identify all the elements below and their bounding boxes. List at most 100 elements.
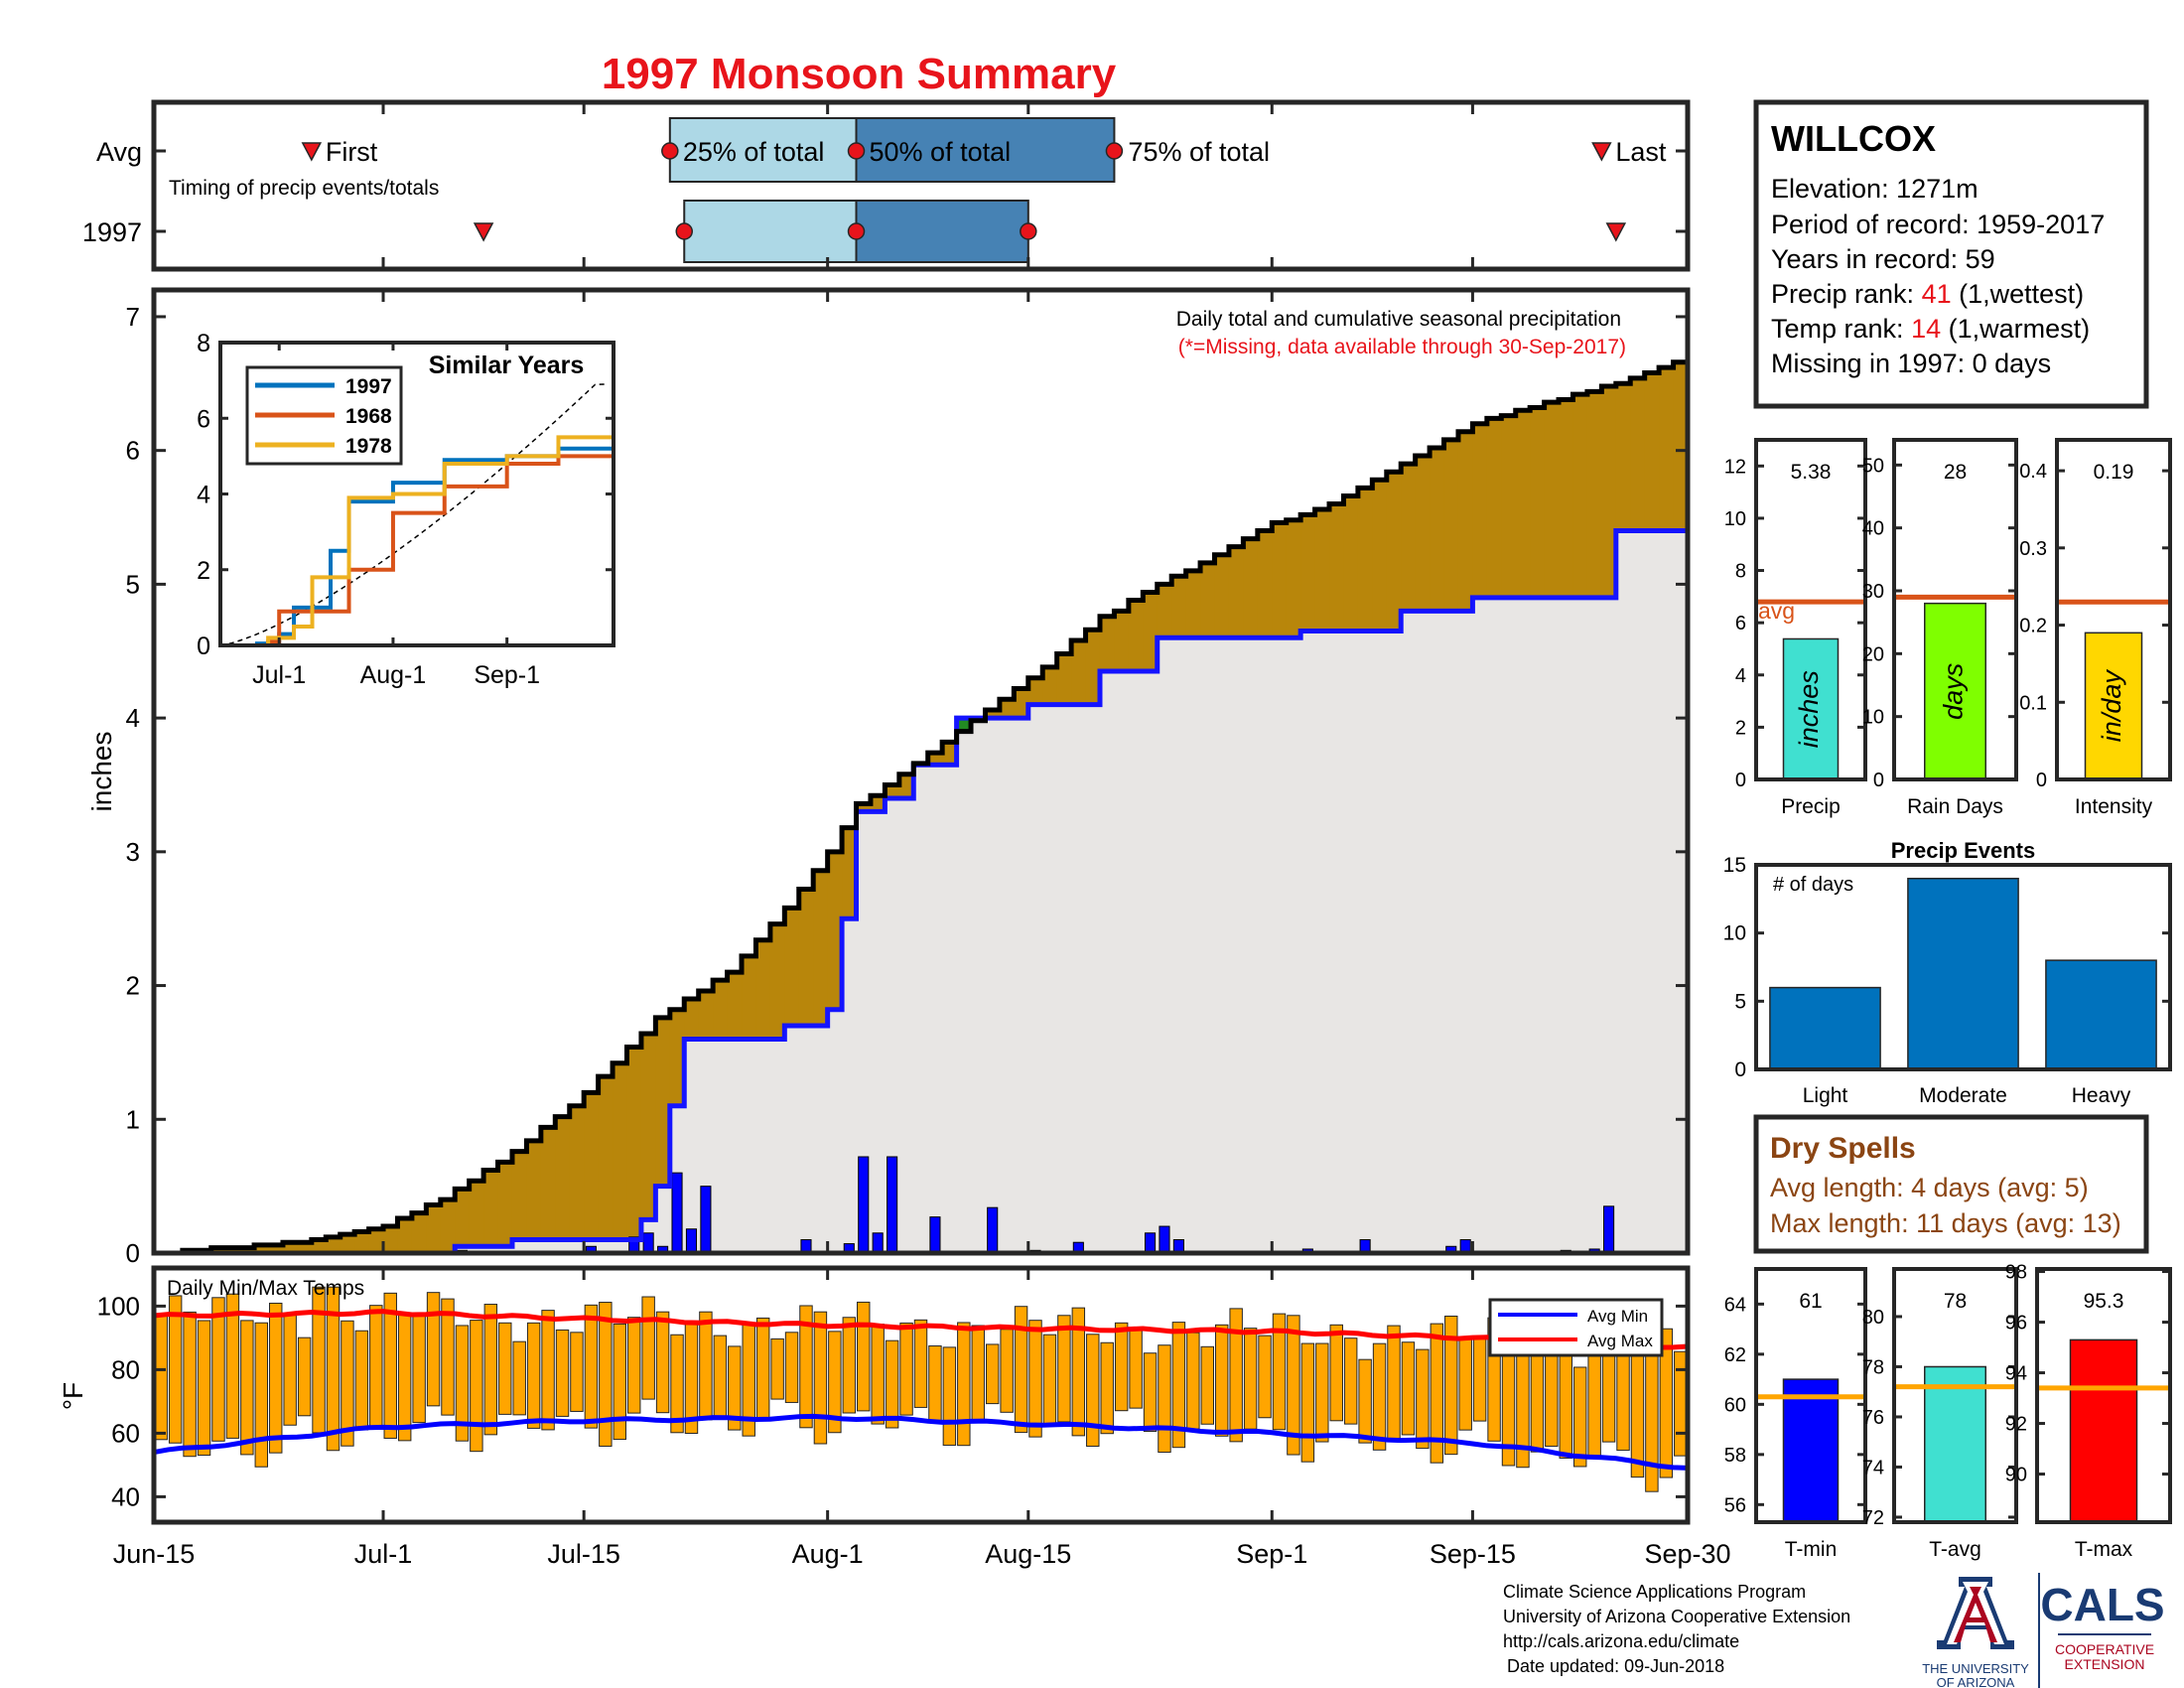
daily-temp-bar xyxy=(1444,1316,1458,1456)
daily-temp-bar xyxy=(312,1286,326,1434)
above-avg-area xyxy=(1443,439,1459,612)
mini-value-label: 0.19 xyxy=(2094,461,2134,484)
above-avg-area xyxy=(1300,514,1316,632)
years-in-record: Years in record: 59 xyxy=(1771,244,1995,274)
daily-temp-bar xyxy=(1086,1334,1100,1447)
missing-days: Missing in 1997: 0 days xyxy=(1771,349,2051,378)
above-avg-area xyxy=(742,955,756,1040)
mini-y-tick-label: 58 xyxy=(1724,1445,1746,1467)
above-avg-area xyxy=(856,803,872,812)
above-avg-area xyxy=(598,1076,614,1240)
above-avg-area xyxy=(1214,554,1230,638)
events-note: # of days xyxy=(1773,874,1853,896)
above-avg-area xyxy=(1099,616,1115,671)
ua-a-counter xyxy=(1970,1603,1981,1618)
daily-temp-bar xyxy=(441,1298,455,1416)
cals-coop-line1: COOPERATIVE xyxy=(2055,1641,2154,1657)
inset-title: Similar Years xyxy=(429,352,585,379)
daily-temp-bar xyxy=(728,1345,742,1431)
above-avg-area xyxy=(927,753,943,766)
year-cumulative-line xyxy=(154,356,1691,1256)
daily-temp-bar xyxy=(1416,1348,1430,1450)
mini-y-tick-label: 6 xyxy=(1735,613,1746,634)
daily-temp-bar xyxy=(1401,1341,1416,1436)
above-avg-area xyxy=(1415,456,1431,612)
daily-precip-bar xyxy=(872,1232,884,1254)
mini-y-tick-label: 10 xyxy=(1724,508,1746,530)
daily-precip-bar xyxy=(929,1216,941,1254)
mini-y-tick-label: 56 xyxy=(1724,1494,1746,1516)
above-avg-area xyxy=(985,710,1001,719)
inset-x-tick-label: Aug-1 xyxy=(360,661,427,689)
above-avg-area xyxy=(1586,391,1602,598)
above-avg-area xyxy=(1515,410,1531,598)
above-avg-area xyxy=(684,999,700,1040)
daily-temp-bar xyxy=(211,1297,225,1442)
x-tick-label: Jun-15 xyxy=(113,1539,196,1569)
daily-temp-bar xyxy=(713,1335,728,1418)
above-avg-area xyxy=(698,990,714,1040)
dry-spells-title: Dry Spells xyxy=(1770,1132,1916,1165)
university-of-arizona-logo xyxy=(1937,1577,2014,1649)
above-avg-area xyxy=(1286,519,1301,638)
above-avg-area xyxy=(1544,402,1560,598)
daily-temp-bar xyxy=(1300,1342,1315,1463)
page-title: 1997 Monsoon Summary xyxy=(601,50,1117,98)
daily-temp-bar xyxy=(1114,1322,1129,1412)
daily-temp-bar xyxy=(842,1317,857,1414)
legend-min-label: Avg Min xyxy=(1587,1307,1648,1326)
event-bar xyxy=(1769,986,1881,1070)
mini-y-tick-label: 2 xyxy=(1735,717,1746,739)
y-axis-label: inches xyxy=(86,732,117,812)
above-avg-area xyxy=(1472,423,1488,598)
daily-temp-bar xyxy=(1000,1329,1014,1413)
period-of-record: Period of record: 1959-2017 xyxy=(1771,210,2105,239)
footer-line: Climate Science Applications Program xyxy=(1503,1582,1806,1602)
daily-temp-bar xyxy=(1329,1324,1343,1422)
daily-precip-bar xyxy=(1159,1225,1170,1254)
daily-temp-bar xyxy=(1458,1337,1472,1431)
above-avg-area xyxy=(555,1116,571,1240)
above-avg-area xyxy=(368,1228,384,1253)
mini-y-tick-label: 0.3 xyxy=(2019,538,2047,560)
above-avg-area xyxy=(1386,472,1402,632)
above-avg-area xyxy=(1401,464,1417,612)
daily-temp-bar xyxy=(455,1325,470,1442)
daily-temp-bar xyxy=(1630,1352,1645,1478)
daily-temp-bar xyxy=(225,1293,240,1439)
daily-temp-bar xyxy=(1200,1345,1215,1425)
first-label: First xyxy=(326,137,378,167)
above-avg-area xyxy=(526,1140,542,1240)
avg-25-50-box xyxy=(668,117,858,183)
y-tick-label: 6 xyxy=(126,436,140,466)
year-row-label: 1997 xyxy=(82,217,142,247)
mini-y-tick-label: 80 xyxy=(1862,1307,1884,1329)
mini-bar xyxy=(2069,1338,2138,1523)
inset-series-line xyxy=(220,435,614,647)
daily-temp-bar xyxy=(1258,1335,1272,1419)
daily-temp-bar xyxy=(1158,1344,1171,1454)
events-title: Precip Events xyxy=(1891,838,2036,863)
daily-temp-bar xyxy=(1430,1323,1444,1464)
station-info-box xyxy=(1753,99,2149,409)
avg-50-marker xyxy=(847,142,866,160)
daily-temp-bar xyxy=(871,1324,885,1425)
avg-first-marker xyxy=(301,142,323,162)
mini-y-tick-label: 0.4 xyxy=(2019,461,2047,483)
mini-y-tick-label: 8 xyxy=(1735,561,1746,583)
above-avg-area xyxy=(1042,666,1058,705)
temps-y-tick-label: 80 xyxy=(111,1354,140,1384)
above-avg-area xyxy=(540,1127,556,1240)
last-label: Last xyxy=(1615,137,1667,167)
x-tick-label: Jul-1 xyxy=(354,1539,413,1569)
station-name: WILLCOX xyxy=(1771,118,1936,159)
mini-unit-label: days xyxy=(1939,663,1969,720)
events-y-tick-label: 0 xyxy=(1734,1058,1746,1081)
above-avg-area xyxy=(326,1236,341,1253)
above-avg-area xyxy=(1559,399,1573,598)
daily-temp-bar xyxy=(1343,1337,1358,1425)
inset-y-tick-label: 4 xyxy=(197,482,210,509)
footer-line: http://cals.arizona.edu/climate xyxy=(1503,1631,1739,1651)
event-category-label: Light xyxy=(1803,1084,1848,1107)
above-avg-area xyxy=(870,795,886,812)
